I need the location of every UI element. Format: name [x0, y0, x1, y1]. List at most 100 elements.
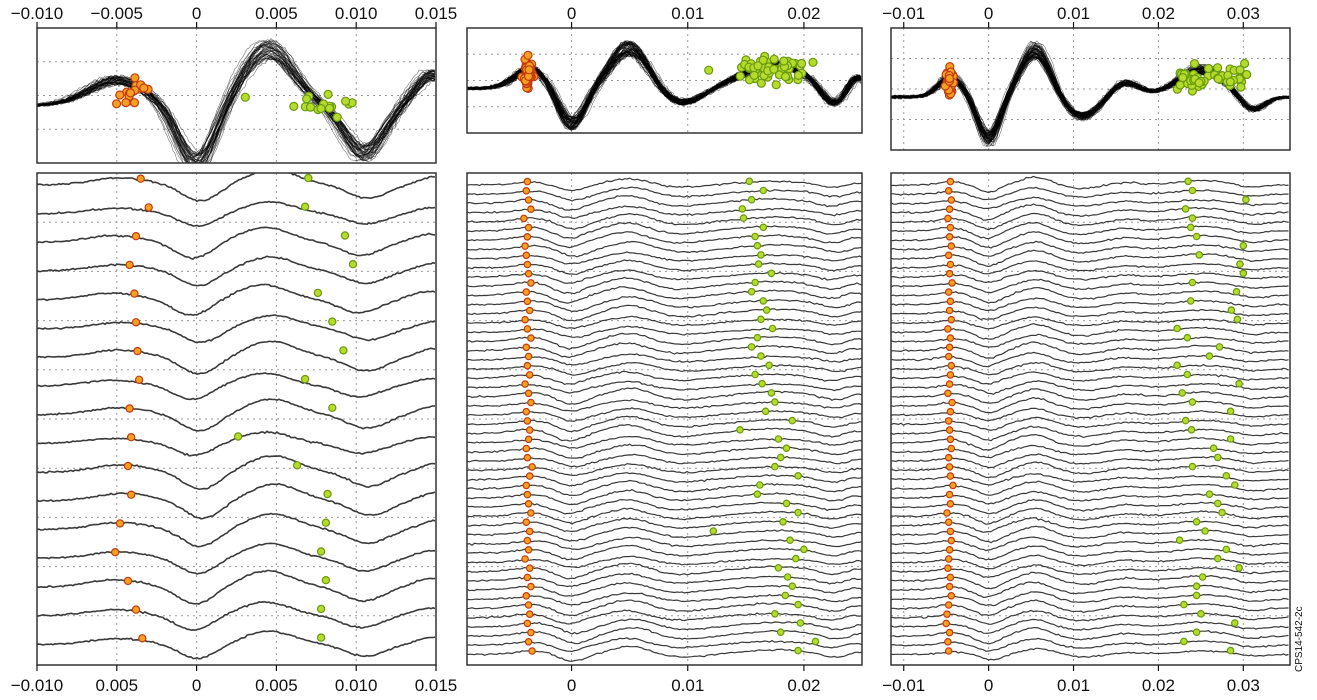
late-pick-point [751, 278, 759, 287]
late-pick-point [1222, 471, 1231, 480]
late-pick-point [1180, 600, 1188, 609]
bottom-stacked-traces [37, 173, 436, 660]
late-pick-point [1203, 63, 1214, 74]
late-pick-point [1233, 315, 1242, 324]
waveform-trace [37, 283, 436, 317]
waveform-trace [37, 226, 436, 260]
early-pick-point [125, 88, 136, 98]
late-pick-point [321, 576, 331, 585]
early-pick-point [946, 573, 955, 582]
late-pick-point [774, 435, 783, 443]
late-pick-point [747, 287, 756, 296]
early-pick-point [943, 610, 951, 619]
early-pick-point [524, 352, 533, 361]
waveform-trace [467, 387, 862, 405]
waveform-trace [467, 572, 862, 588]
early-pick-point [944, 637, 952, 646]
early-pick-point [945, 463, 954, 471]
early-pick-point [523, 536, 532, 545]
late-pick-point [762, 306, 771, 314]
waveform-trace [891, 425, 1289, 442]
late-pick-point [1194, 78, 1204, 88]
waveform-trace [37, 482, 436, 520]
late-pick-point [1239, 241, 1248, 250]
late-pick-point [794, 646, 802, 655]
late-pick-point [782, 444, 791, 453]
waveform-trace [37, 40, 436, 163]
early-pick-point [125, 404, 134, 413]
late-pick-point [781, 591, 790, 600]
plot-frame-bot [890, 172, 1291, 666]
late-pick-point [1175, 536, 1184, 545]
late-pick-point [758, 55, 768, 65]
waveform-trace [891, 388, 1289, 404]
early-pick-point [524, 499, 533, 508]
waveform-trace [37, 255, 436, 287]
late-pick-point [738, 205, 747, 213]
waveform-trace [891, 260, 1289, 275]
late-pick-point [1239, 58, 1250, 69]
waveform-trace [891, 490, 1289, 505]
late-pick-point [316, 547, 326, 556]
late-pick-point [1188, 462, 1197, 471]
early-pick-point [945, 490, 954, 499]
early-pick-point [524, 389, 533, 398]
early-pick-point [527, 279, 535, 287]
early-pick-point [523, 619, 532, 628]
late-pick-point [313, 288, 323, 298]
early-pick-point [521, 242, 529, 250]
late-pick-point [751, 232, 759, 241]
late-pick-point [1181, 416, 1190, 425]
waveform-trace [891, 380, 1289, 395]
waveform-trace [891, 609, 1289, 625]
waveform-trace [467, 286, 862, 304]
figure-id-label: CPS14-542-2c [1294, 606, 1305, 672]
early-pick-point [942, 619, 951, 628]
late-pick-point [1222, 545, 1231, 554]
late-pick-point [1197, 609, 1205, 618]
early-pick-point [944, 647, 953, 655]
early-pick-point [522, 444, 531, 453]
late-pick-point [800, 545, 808, 554]
waveform-trace [891, 581, 1289, 599]
waveform-trace [467, 380, 862, 394]
late-pick-point [1225, 77, 1235, 87]
late-pick-point [761, 407, 770, 416]
early-pick-point [524, 545, 533, 554]
early-pick-point [144, 203, 153, 212]
late-pick-point [1226, 435, 1235, 443]
waveform-trace [891, 545, 1289, 561]
early-pick-point [527, 582, 535, 591]
late-pick-point [340, 231, 350, 240]
early-pick-point [523, 260, 532, 269]
early-pick-point [946, 260, 955, 269]
early-pick-point [943, 509, 951, 517]
plot-frame-top [466, 27, 863, 134]
late-pick-point [348, 260, 358, 269]
late-pick-point [1178, 389, 1187, 397]
waveform-trace [891, 175, 1289, 194]
late-pick-point [769, 54, 779, 64]
late-pick-point [1235, 65, 1245, 75]
waveform-trace [467, 231, 862, 249]
late-pick-point [323, 489, 332, 499]
top-tick-label: 0.01 [671, 4, 704, 23]
late-pick-point [321, 518, 331, 527]
late-pick-point [739, 214, 748, 222]
early-pick-point [521, 555, 529, 563]
early-pick-point [946, 472, 955, 480]
early-pick-point [131, 605, 141, 614]
late-pick-point [316, 633, 326, 642]
early-pick-point [524, 196, 533, 204]
late-pick-point [788, 582, 797, 591]
early-pick-point [133, 346, 142, 356]
waveform-trace [467, 212, 862, 230]
waveform-trace [467, 637, 862, 653]
top-tick-label: −0.010 [11, 4, 63, 23]
late-pick-point [300, 202, 310, 211]
waveform-trace [467, 453, 862, 468]
early-pick-point [523, 490, 532, 499]
waveform-trace [37, 48, 435, 163]
early-pick-point [947, 444, 956, 453]
